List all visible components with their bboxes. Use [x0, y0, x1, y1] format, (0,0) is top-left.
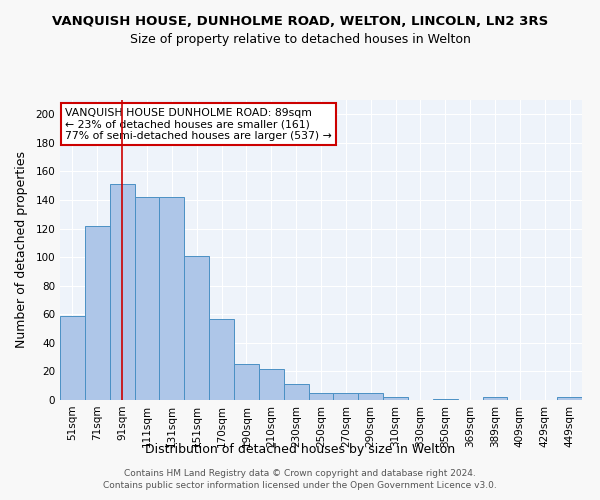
Text: Size of property relative to detached houses in Welton: Size of property relative to detached ho… — [130, 32, 470, 46]
Bar — [308, 393, 334, 400]
Text: VANQUISH HOUSE, DUNHOLME ROAD, WELTON, LINCOLN, LN2 3RS: VANQUISH HOUSE, DUNHOLME ROAD, WELTON, L… — [52, 15, 548, 28]
Bar — [557, 397, 582, 400]
Text: Contains public sector information licensed under the Open Government Licence v3: Contains public sector information licen… — [103, 481, 497, 490]
Bar — [358, 393, 383, 400]
Bar — [60, 316, 85, 400]
Bar — [259, 368, 284, 400]
Bar — [110, 184, 134, 400]
Bar — [160, 197, 184, 400]
Bar — [234, 364, 259, 400]
Bar — [209, 318, 234, 400]
Bar — [383, 397, 408, 400]
Bar — [334, 393, 358, 400]
Bar — [134, 197, 160, 400]
Bar — [433, 398, 458, 400]
Text: Contains HM Land Registry data © Crown copyright and database right 2024.: Contains HM Land Registry data © Crown c… — [124, 468, 476, 477]
Bar — [482, 397, 508, 400]
Bar — [284, 384, 308, 400]
Bar — [184, 256, 209, 400]
Y-axis label: Number of detached properties: Number of detached properties — [16, 152, 28, 348]
Bar — [85, 226, 110, 400]
Text: Distribution of detached houses by size in Welton: Distribution of detached houses by size … — [145, 442, 455, 456]
Text: VANQUISH HOUSE DUNHOLME ROAD: 89sqm
← 23% of detached houses are smaller (161)
7: VANQUISH HOUSE DUNHOLME ROAD: 89sqm ← 23… — [65, 108, 332, 140]
